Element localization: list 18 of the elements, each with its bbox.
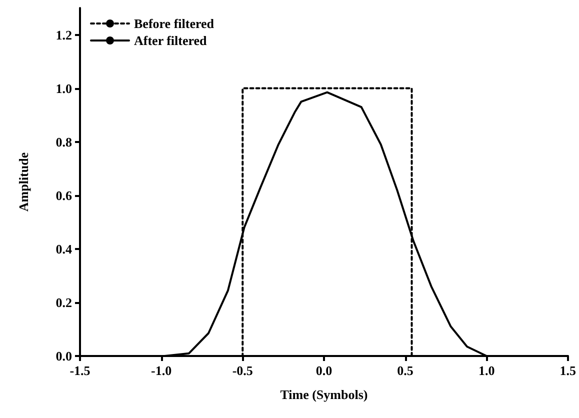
x-tick-label: -1.0 [151,363,172,378]
y-tick-label: 0.6 [56,188,72,203]
x-tick-label: -0.5 [232,363,254,378]
legend-label: After filtered [134,33,208,48]
y-tick-label: 1.2 [56,27,72,42]
y-axis-title: Amplitude [16,152,31,212]
legend-label: Before filtered [134,16,215,31]
y-tick-label: 1.0 [56,80,72,96]
x-axis-title: Time (Symbols) [280,387,368,402]
x-tick-label: 1.0 [478,363,495,378]
y-tick-label: 0.8 [56,134,72,150]
x-tick-label: -1.5 [70,363,91,378]
x-tick-label: 1.5 [560,363,576,378]
y-tick-label: 0.4 [56,241,72,256]
x-tick-label: 0.5 [397,363,414,378]
x-tick-label: 0.0 [316,363,332,378]
y-tick-label: 0.2 [56,294,72,310]
y-tick-label: 0.0 [56,348,72,364]
